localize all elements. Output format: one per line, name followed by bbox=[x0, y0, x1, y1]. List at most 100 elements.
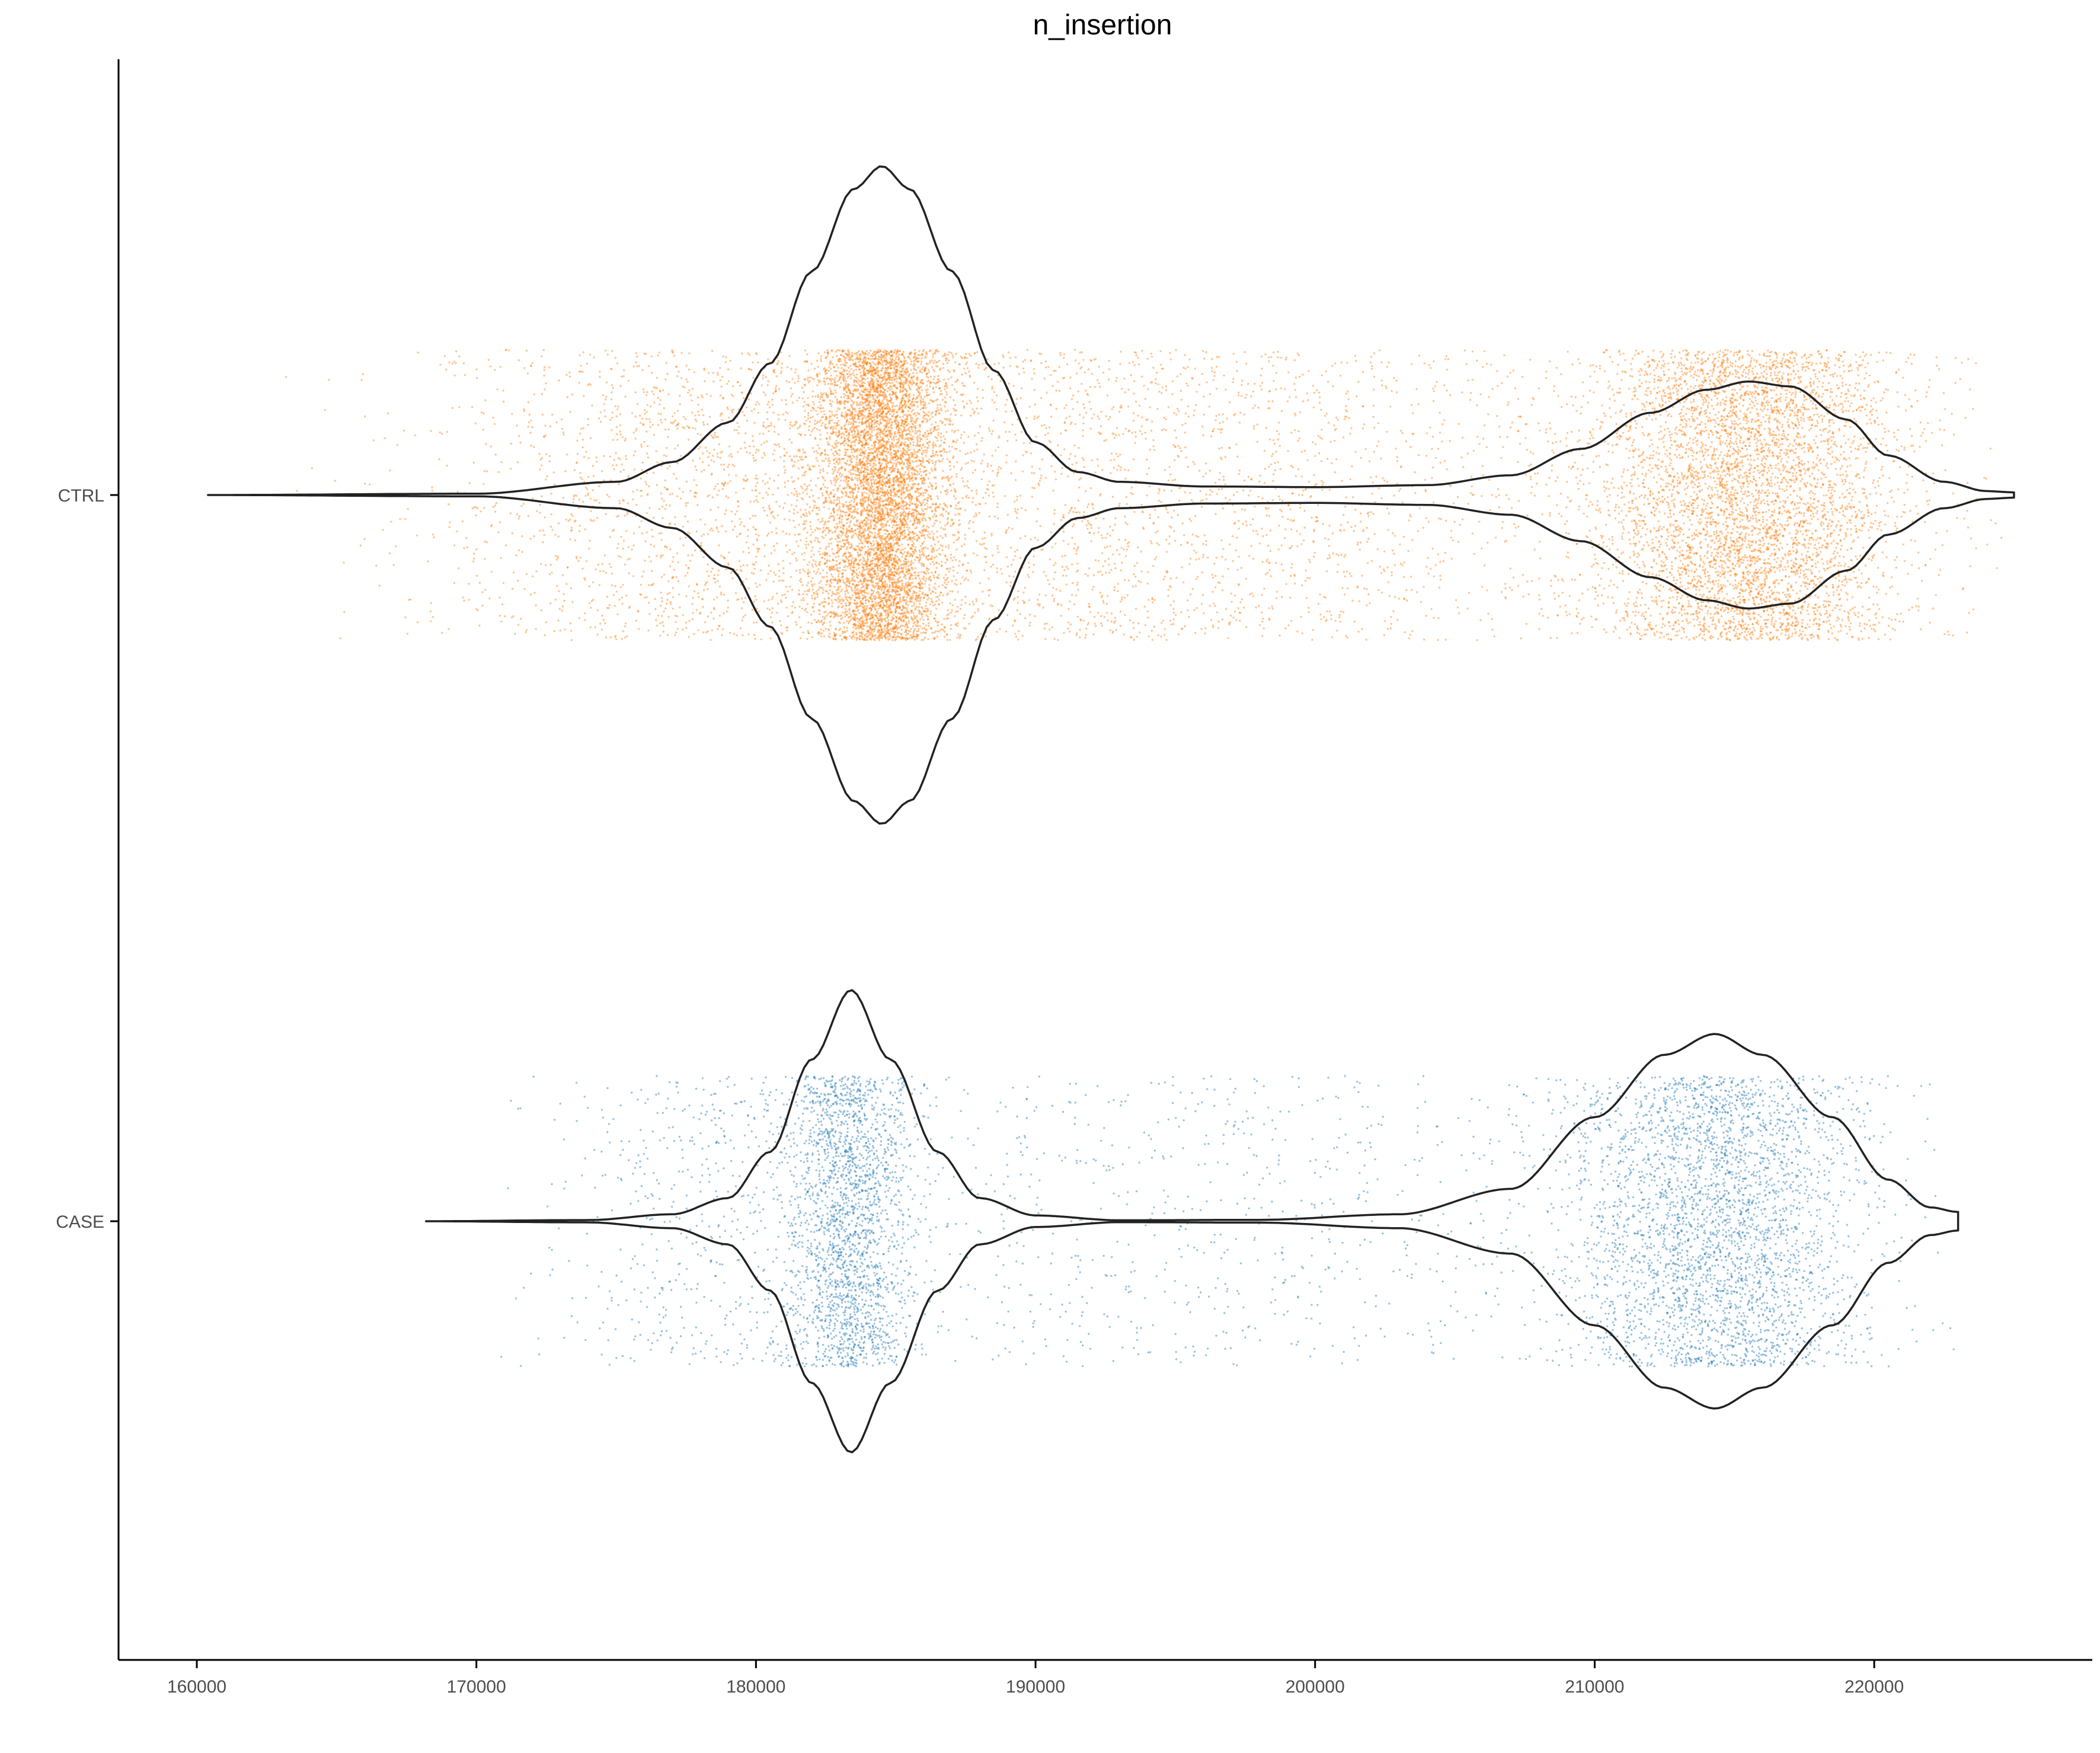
data-point bbox=[868, 352, 870, 355]
data-point bbox=[1281, 516, 1284, 518]
data-point bbox=[1162, 578, 1165, 580]
data-point bbox=[833, 586, 836, 588]
data-point bbox=[1757, 502, 1759, 504]
data-point bbox=[1133, 392, 1135, 395]
data-point bbox=[1190, 593, 1192, 596]
data-point bbox=[878, 502, 880, 504]
data-point bbox=[1167, 479, 1170, 481]
data-point bbox=[1717, 570, 1719, 573]
data-point bbox=[1663, 365, 1665, 368]
data-point bbox=[1771, 510, 1773, 513]
data-point bbox=[1852, 488, 1855, 491]
data-point bbox=[1718, 356, 1720, 359]
data-point bbox=[915, 546, 917, 548]
data-point bbox=[947, 353, 949, 356]
data-point bbox=[1290, 620, 1293, 622]
data-point bbox=[1065, 404, 1067, 407]
data-point bbox=[1749, 442, 1751, 444]
data-point bbox=[1689, 621, 1691, 624]
data-point bbox=[1768, 451, 1770, 454]
data-point bbox=[902, 404, 904, 407]
data-point bbox=[1386, 628, 1389, 630]
data-point bbox=[591, 520, 593, 522]
data-point bbox=[943, 477, 945, 479]
data-point bbox=[1839, 375, 1842, 377]
data-point bbox=[1850, 369, 1853, 372]
data-point bbox=[939, 369, 941, 371]
data-point bbox=[1878, 608, 1881, 611]
data-point bbox=[1667, 531, 1670, 534]
data-point bbox=[1597, 509, 1600, 512]
data-point bbox=[1359, 541, 1362, 544]
data-point bbox=[1704, 448, 1706, 451]
data-point bbox=[854, 441, 856, 443]
data-point bbox=[583, 395, 585, 397]
data-point bbox=[1481, 586, 1484, 588]
data-point bbox=[900, 450, 902, 452]
data-point bbox=[910, 496, 913, 498]
data-point bbox=[830, 368, 832, 371]
data-point bbox=[893, 535, 896, 538]
data-point bbox=[1670, 495, 1673, 497]
data-point bbox=[1810, 569, 1813, 571]
data-point bbox=[1315, 483, 1318, 486]
data-point bbox=[1195, 578, 1198, 580]
data-point bbox=[892, 478, 895, 480]
data-point bbox=[1350, 427, 1353, 429]
data-point bbox=[1765, 571, 1768, 574]
data-point bbox=[1582, 483, 1585, 486]
data-point bbox=[1048, 426, 1051, 429]
data-point bbox=[826, 571, 828, 574]
data-point bbox=[1594, 558, 1597, 560]
data-point bbox=[731, 520, 733, 523]
data-point bbox=[1280, 387, 1282, 389]
data-point bbox=[1811, 518, 1813, 520]
data-point bbox=[1136, 636, 1139, 638]
data-point bbox=[1686, 354, 1689, 356]
data-point bbox=[1770, 476, 1772, 478]
data-point bbox=[1727, 566, 1730, 569]
data-point bbox=[1750, 458, 1752, 461]
data-point bbox=[980, 478, 983, 481]
data-point bbox=[644, 481, 647, 483]
data-point bbox=[1648, 469, 1650, 471]
data-point bbox=[859, 498, 862, 501]
data-point bbox=[1144, 624, 1147, 627]
data-point bbox=[1659, 589, 1661, 592]
data-point bbox=[1660, 350, 1662, 353]
data-point bbox=[939, 514, 942, 516]
data-point bbox=[937, 434, 940, 436]
data-point bbox=[1792, 546, 1794, 548]
data-point bbox=[1677, 567, 1680, 569]
data-point bbox=[1165, 508, 1168, 511]
data-point bbox=[1845, 625, 1847, 627]
data-point bbox=[842, 506, 845, 508]
data-point bbox=[907, 560, 910, 563]
data-point bbox=[771, 398, 773, 401]
data-point bbox=[1087, 368, 1090, 371]
data-point bbox=[772, 545, 775, 547]
data-point bbox=[1033, 487, 1035, 490]
data-point bbox=[755, 495, 757, 497]
data-point bbox=[920, 583, 923, 585]
data-point bbox=[856, 354, 859, 356]
data-point bbox=[1858, 569, 1861, 571]
data-point bbox=[1053, 600, 1056, 602]
data-point bbox=[1719, 401, 1722, 404]
data-point bbox=[1939, 428, 1941, 431]
data-point bbox=[1728, 547, 1730, 549]
data-point bbox=[1345, 405, 1347, 407]
data-point bbox=[1284, 358, 1287, 361]
data-point bbox=[1296, 529, 1298, 532]
data-point bbox=[1829, 453, 1831, 455]
data-point bbox=[851, 355, 854, 357]
data-point bbox=[858, 522, 861, 525]
data-point bbox=[939, 535, 942, 537]
data-point bbox=[1721, 484, 1723, 486]
data-point bbox=[1644, 393, 1647, 396]
data-point bbox=[1640, 494, 1643, 496]
data-point bbox=[920, 420, 923, 423]
data-point bbox=[886, 507, 888, 510]
data-point bbox=[650, 560, 652, 563]
data-point bbox=[811, 416, 814, 418]
